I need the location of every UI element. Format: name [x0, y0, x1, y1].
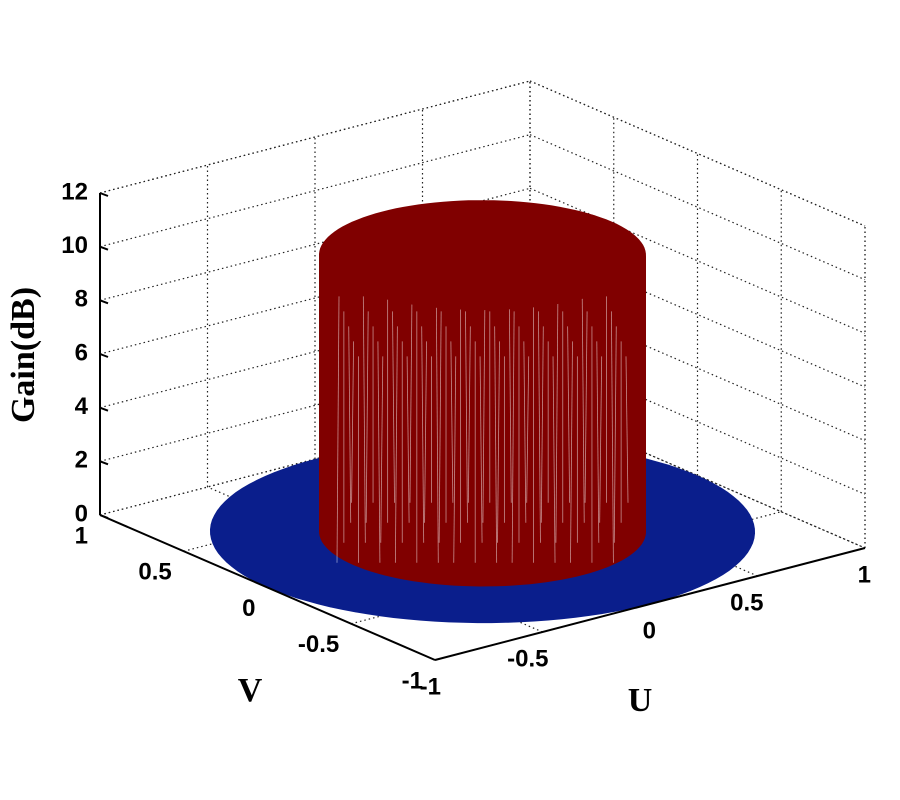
- tick-mark: [99, 353, 109, 358]
- surface-stripes: [336, 296, 629, 563]
- x-tick-label: 0: [643, 617, 656, 644]
- box-edge: [99, 80, 531, 194]
- tick-mark: [99, 299, 109, 305]
- x-tick-label: 1: [858, 561, 871, 588]
- tick-mark: [99, 460, 109, 466]
- grid-line: [99, 134, 531, 248]
- x-tick-label: 0.5: [730, 589, 763, 616]
- x-tick-label: -1: [420, 673, 441, 700]
- y-tick-label: 0.5: [138, 559, 171, 586]
- y-axis: [99, 514, 436, 661]
- x-tick-label: -0.5: [507, 645, 548, 672]
- x-axis-label: U: [628, 682, 653, 719]
- z-tick-label: 6: [75, 339, 88, 366]
- tick-mark: [99, 245, 109, 251]
- z-tick-label: 12: [61, 178, 88, 205]
- surface-side: [319, 253, 646, 533]
- z-axis-label: Gain(dB): [5, 287, 42, 423]
- z-tick-label: 10: [61, 232, 88, 259]
- surface-top: [319, 200, 646, 311]
- z-tick-label: 4: [75, 393, 89, 420]
- y-tick-label: 0: [242, 595, 255, 622]
- tick-mark: [99, 406, 109, 412]
- y-tick-label: 1: [75, 522, 88, 549]
- tick-mark: [99, 192, 109, 197]
- y-tick-label: -1: [402, 667, 423, 694]
- z-tick-label: 8: [75, 286, 88, 313]
- y-axis-label: V: [238, 672, 263, 709]
- z-tick-label: 2: [75, 447, 88, 474]
- y-tick-label: -0.5: [298, 631, 339, 658]
- x-axis: [434, 547, 866, 661]
- z-tick-label: 0: [75, 500, 88, 527]
